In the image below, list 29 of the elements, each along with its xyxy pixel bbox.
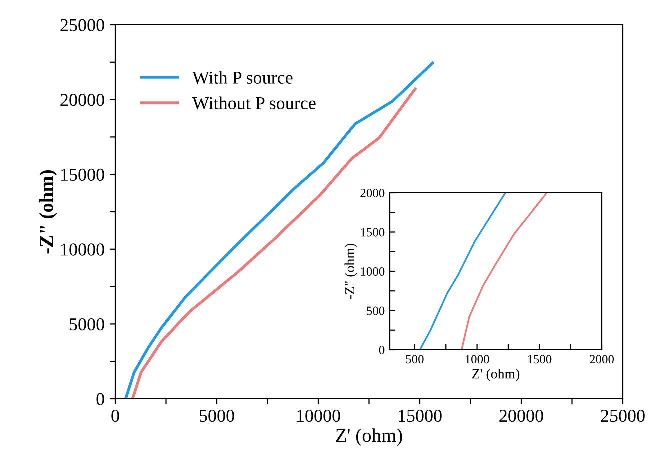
x-axis-title: Z' (ohm) <box>336 428 402 446</box>
y-tick-label: 1000 <box>361 268 385 276</box>
x-tick-label: 0 <box>112 410 120 422</box>
x-tick-label: 2000 <box>590 355 614 364</box>
x-tick-label: 20000 <box>500 410 544 422</box>
x-tick-label: 5000 <box>200 410 234 422</box>
x-tick-label: 500 <box>406 355 424 364</box>
y-tick-label: 20000 <box>60 94 104 106</box>
y-tick-label: 2000 <box>360 189 385 198</box>
y-tick-label: 0 <box>96 393 104 406</box>
y-axis-title: -Z" (ohm) <box>344 244 358 300</box>
x-tick-label: 25000 <box>601 410 645 422</box>
y-tick-label: 0 <box>379 346 385 354</box>
y-axis-title: -Z" (ohm) <box>40 170 58 254</box>
x-axis-title: Z' (ohm) <box>472 368 520 382</box>
x-tick-label: 1500 <box>528 355 552 364</box>
line-series <box>419 193 506 350</box>
x-tick-label: 10000 <box>298 410 340 422</box>
legend-label: With P source <box>192 71 293 84</box>
y-tick-label: 25000 <box>60 19 104 32</box>
x-tick-label: 1000 <box>466 355 490 364</box>
line-series <box>460 193 548 350</box>
y-tick-label: 1500 <box>361 228 385 237</box>
legend-label: Without P source <box>192 96 316 110</box>
y-tick-label: 10000 <box>62 244 104 256</box>
y-tick-label: 5000 <box>70 318 104 331</box>
y-tick-label: 500 <box>367 306 385 316</box>
y-tick-label: 15000 <box>62 168 104 182</box>
x-tick-label: 15000 <box>399 410 442 422</box>
